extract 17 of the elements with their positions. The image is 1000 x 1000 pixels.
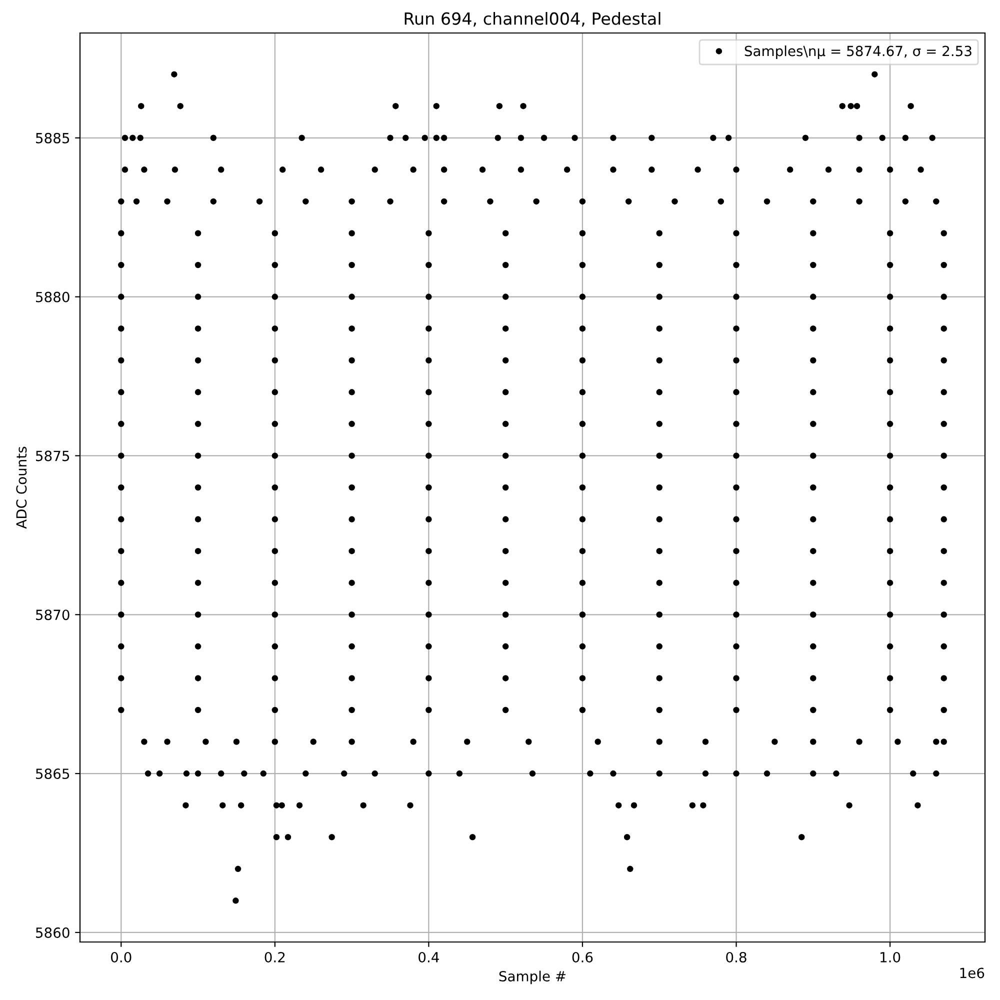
- x-tick-label: 0.0: [111, 952, 132, 962]
- y-tick-label: 5870: [36, 610, 70, 620]
- text: 1e6: [960, 968, 984, 978]
- x-axis-title: Sample #: [499, 970, 566, 984]
- y-tick-label: 5865: [36, 768, 70, 780]
- x-tick-label: 0.6: [572, 952, 593, 962]
- legend-label: Samples\nμ = 5874.67, σ = 2.53: [744, 46, 972, 59]
- y-tick-label: 5875: [36, 450, 70, 462]
- y-tick-label: 5885: [36, 132, 70, 144]
- y-tick-label: 5860: [36, 927, 70, 938]
- x-tick-label: 0.8: [726, 952, 746, 962]
- x-tick-label: 1.0: [880, 952, 900, 962]
- x-tick-label: 0.2: [264, 952, 285, 962]
- x-tick-label: 0.4: [418, 952, 439, 962]
- chart-title: Run 694, channel004, Pedestal: [404, 12, 660, 27]
- y-axis-title: ADC Counts: [16, 446, 27, 529]
- y-tick-label: 5880: [36, 292, 70, 302]
